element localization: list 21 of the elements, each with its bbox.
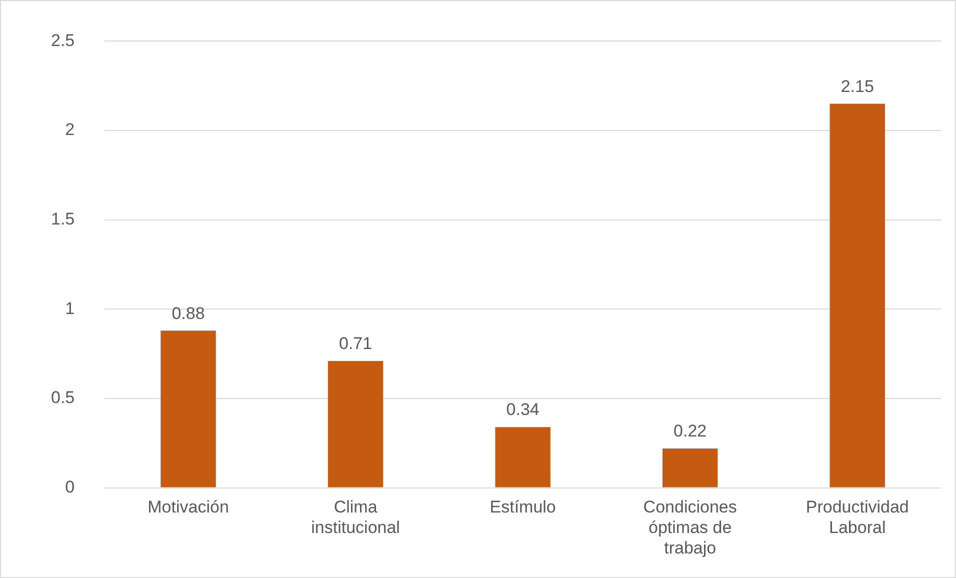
bar [495,427,550,488]
y-tick-label: 2 [65,120,75,140]
x-tick-label: Motivación [148,498,229,517]
y-tick-label: 0 [65,477,75,496]
data-label: 0.88 [172,304,205,323]
data-label: 0.34 [506,400,540,420]
y-tick-label: 2.5 [50,30,75,50]
y-tick-label: 1.5 [50,210,75,229]
x-tick-label: Condiciones óptimas de trabajo [643,498,737,558]
x-tick-label: Clima institucional [311,498,400,538]
bar [662,448,718,488]
bar [160,330,216,488]
y-tick-label: 1 [65,298,75,318]
x-tick-label: Estímulo [490,498,556,517]
bar [328,360,384,488]
bar [830,104,885,488]
data-label: 0.22 [674,422,707,441]
data-label: 0.71 [338,334,372,354]
x-tick-label: Productividad Laboral [806,498,909,538]
y-tick-label: 0.5 [50,388,75,408]
data-label: 2.15 [840,76,874,96]
